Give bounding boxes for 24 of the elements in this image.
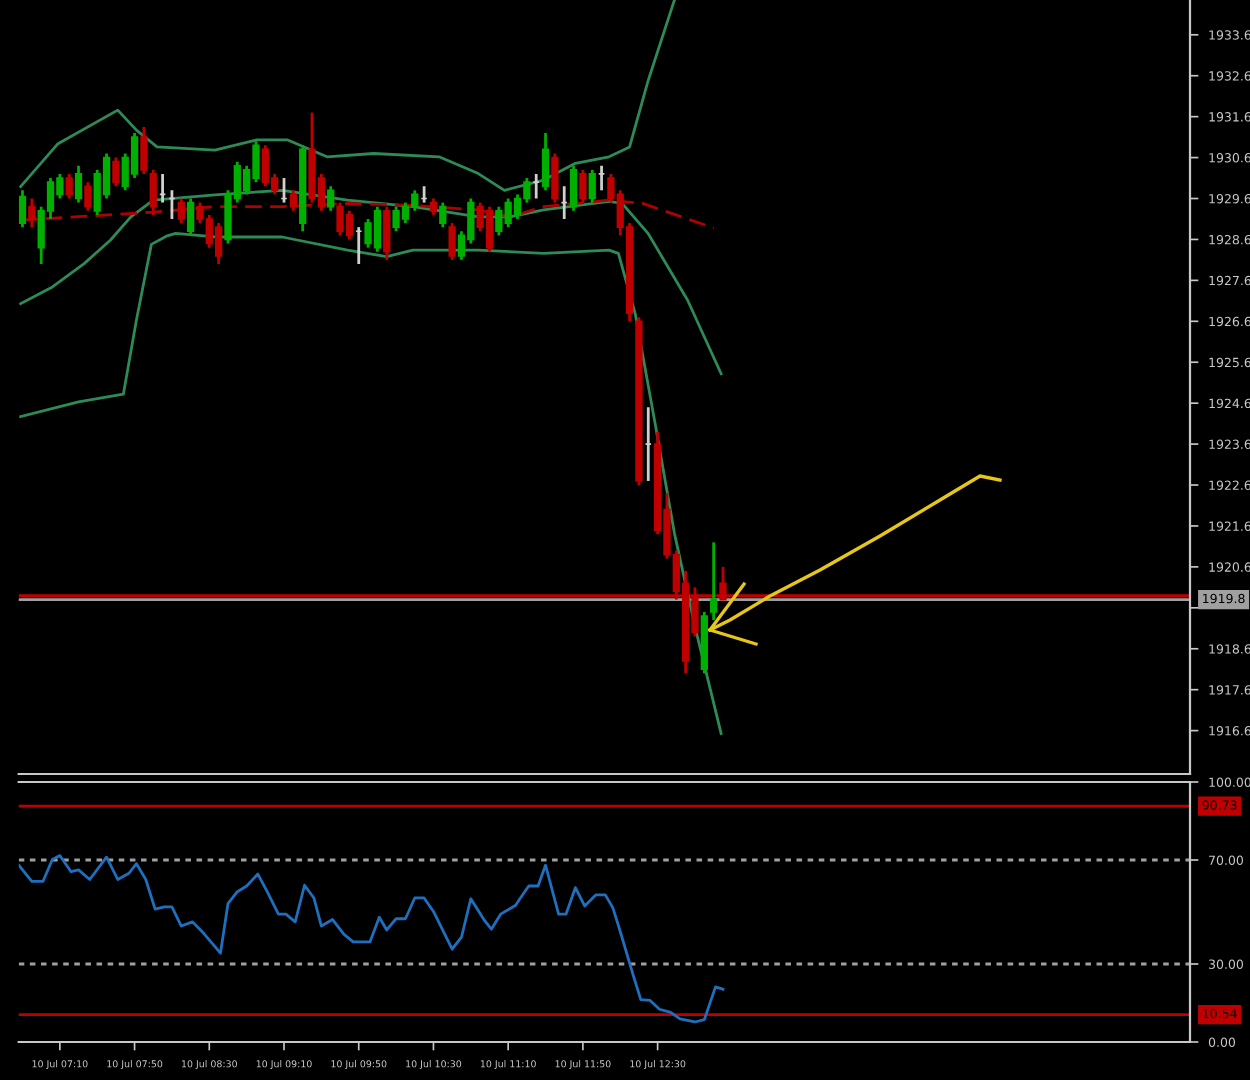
candlestick — [177, 197, 185, 225]
candlestick — [541, 131, 550, 192]
candlestick — [112, 156, 120, 188]
candlestick — [74, 164, 83, 204]
candlestick — [28, 197, 36, 229]
candlestick — [710, 540, 718, 622]
candlestick — [551, 152, 559, 204]
candlestick — [214, 221, 223, 266]
candlestick — [448, 221, 456, 262]
candlestick — [383, 205, 391, 262]
candlestick — [327, 184, 335, 213]
candlestick — [130, 131, 139, 180]
candlestick — [65, 172, 73, 200]
candlestick — [439, 201, 447, 229]
candlestick — [569, 164, 578, 213]
candlestick — [140, 125, 148, 176]
candlestick — [186, 197, 195, 237]
candlestick — [149, 168, 157, 217]
candlestick — [84, 180, 92, 213]
candlestick — [588, 168, 596, 204]
candlestick — [18, 188, 27, 229]
candlestick — [289, 188, 297, 213]
candlestick — [485, 205, 494, 254]
candlestick — [579, 168, 587, 204]
